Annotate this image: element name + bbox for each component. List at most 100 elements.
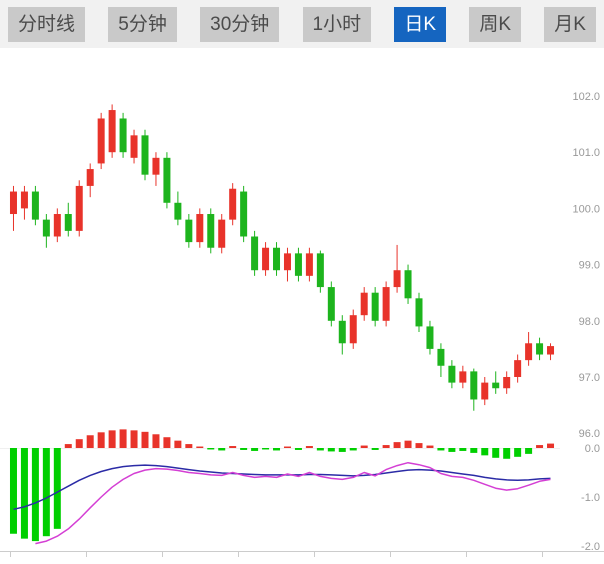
macd-bar <box>262 448 270 450</box>
macd-bar <box>86 435 94 448</box>
candle <box>327 281 335 327</box>
candle <box>492 371 500 394</box>
candle <box>163 152 171 209</box>
candle-body <box>163 157 171 203</box>
candle <box>42 214 50 248</box>
macd-bar <box>525 448 533 454</box>
candle-body <box>481 382 489 400</box>
candle <box>470 368 478 411</box>
tab-5min[interactable]: 5分钟 <box>108 6 177 42</box>
macd-bar <box>240 448 248 450</box>
macd-bar <box>229 446 237 448</box>
macd-bar <box>9 448 17 534</box>
candle-body <box>525 343 533 361</box>
tab-timeline[interactable]: 分时线 <box>8 6 86 42</box>
macd-bar <box>459 448 467 451</box>
candle <box>338 315 346 355</box>
timeframe-tabbar: 分时线 5分钟 30分钟 1小时 日K 周K 月K <box>0 0 604 48</box>
candle <box>262 242 270 276</box>
candle-body <box>207 214 215 248</box>
candle <box>273 242 281 276</box>
candle-body <box>338 320 346 344</box>
candle-body <box>97 118 105 164</box>
kline-macd-chart[interactable]: 102.0 101.0 100.0 99.0 98.0 97.0 96.0 0.0 -1.0 -2… <box>0 48 604 559</box>
candle-body <box>20 191 28 209</box>
candle-body <box>152 157 160 175</box>
macd-axis-label: -2.0 <box>581 541 600 553</box>
price-axis-label: 98.0 <box>579 316 600 328</box>
candle-body <box>305 253 313 276</box>
price-axis-label: 100.0 <box>572 203 600 215</box>
candle-body <box>53 214 61 237</box>
candle <box>514 354 522 383</box>
candle <box>426 320 434 355</box>
macd-bar <box>42 448 50 537</box>
candle-body <box>174 202 182 220</box>
candle <box>251 230 259 276</box>
price-axis-label: 96.0 <box>579 428 600 440</box>
candle <box>53 208 61 243</box>
tab-monthly-k[interactable]: 月K <box>544 6 596 42</box>
macd-bar <box>251 448 259 451</box>
candle <box>86 163 94 198</box>
tab-1hour[interactable]: 1小时 <box>302 6 372 42</box>
candle-body <box>262 247 270 271</box>
macd-bar <box>152 434 160 448</box>
candle-body <box>141 135 149 175</box>
candle <box>448 360 456 389</box>
macd-bar <box>53 448 61 529</box>
candle <box>196 208 204 248</box>
macd-bar <box>481 448 489 456</box>
candle <box>31 185 39 226</box>
tab-30min[interactable]: 30分钟 <box>200 6 280 42</box>
candle <box>305 247 313 282</box>
candle <box>503 371 511 394</box>
candle-body <box>119 118 127 153</box>
candle-body <box>273 247 281 271</box>
candle-body <box>503 377 511 389</box>
candle-body <box>240 191 248 237</box>
chart-area: 102.0 101.0 100.0 99.0 98.0 97.0 96.0 0.0 -1.0 -2… <box>0 48 604 559</box>
macd-bar <box>338 448 346 452</box>
price-axis: 102.0 101.0 100.0 99.0 98.0 97.0 96.0 <box>572 91 600 440</box>
macd-bar <box>97 432 105 448</box>
macd-bar <box>174 440 182 448</box>
candle-body <box>327 287 335 321</box>
macd-bar <box>393 442 401 448</box>
candle <box>207 208 215 254</box>
macd-bar <box>273 448 281 451</box>
candle-body <box>393 270 401 288</box>
macd-bar <box>31 448 39 542</box>
candle <box>130 129 138 164</box>
candle-body <box>404 270 412 299</box>
macd-bar <box>108 430 116 448</box>
candle-body <box>470 371 478 400</box>
price-axis-label: 99.0 <box>579 260 600 272</box>
candle <box>9 185 17 231</box>
candle-body <box>283 253 291 271</box>
macd-histogram <box>9 429 555 542</box>
macd-bar <box>196 446 204 448</box>
candle <box>152 152 160 186</box>
macd-bar <box>141 431 149 448</box>
macd-bar <box>64 444 72 448</box>
tab-weekly-k[interactable]: 周K <box>469 6 522 42</box>
macd-bar <box>119 429 127 448</box>
candle-body <box>514 360 522 377</box>
tab-daily-k[interactable]: 日K <box>394 6 447 42</box>
candle-body <box>108 110 116 153</box>
macd-bar <box>20 448 28 539</box>
candle <box>316 250 324 293</box>
candle-body <box>251 236 259 271</box>
macd-bar <box>514 448 522 457</box>
candle <box>349 309 357 349</box>
macd-bar <box>492 448 500 458</box>
candle <box>404 264 412 304</box>
macd-bar <box>163 437 171 448</box>
candle-body <box>415 298 423 327</box>
macd-bar <box>382 445 390 448</box>
candle-body <box>547 346 555 355</box>
macd-bar <box>130 430 138 448</box>
macd-bar <box>294 448 302 450</box>
candle <box>547 343 555 361</box>
